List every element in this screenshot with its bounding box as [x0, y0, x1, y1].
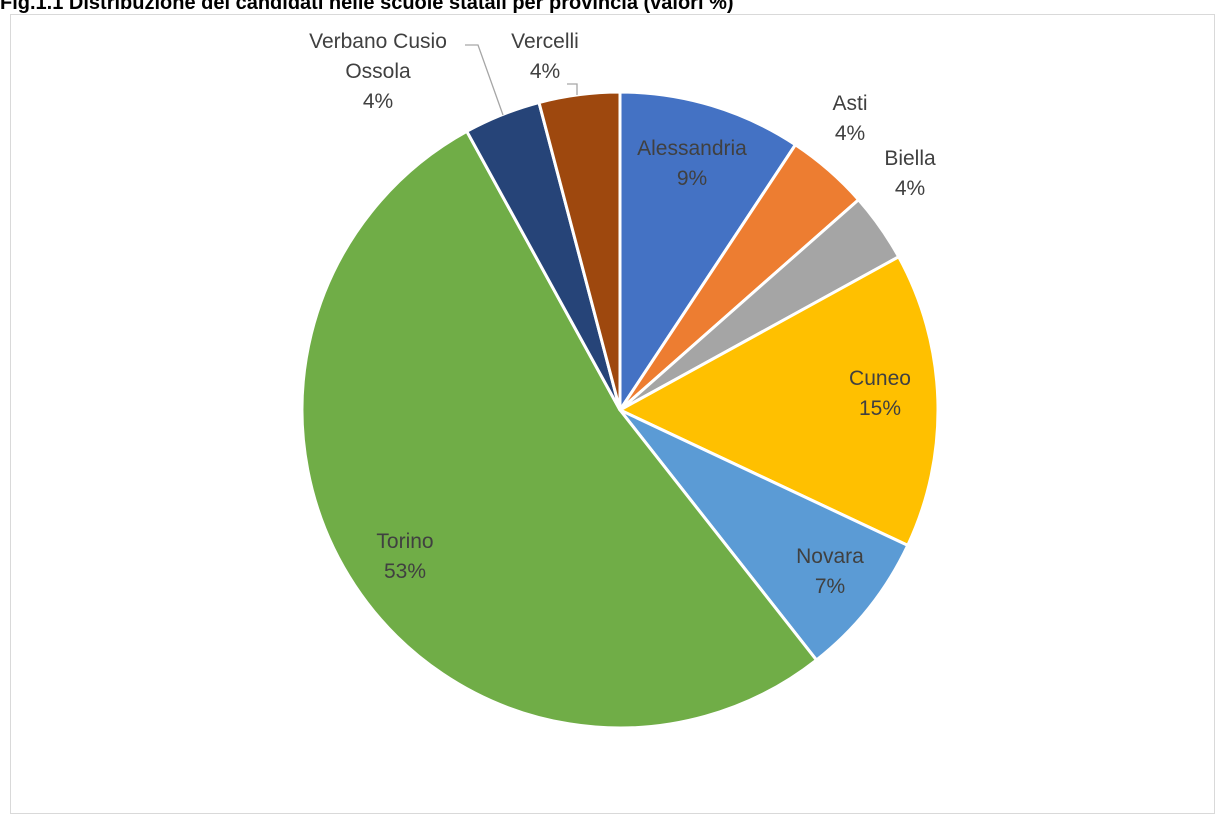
data-label-asti: Asti 4% — [832, 92, 867, 145]
data-label-novara: Novara 7% — [796, 545, 864, 598]
chart-title: Fig.1.1 Distribuzione dei candidati nell… — [0, 0, 734, 14]
pie-slice-vercelli — [537, 90, 622, 412]
data-label-alessandria: Alessandria 9% — [637, 137, 747, 190]
data-label-verbano-cusio-ossola: Verbano Cusio Ossola 4% — [309, 30, 447, 113]
pie-slice-alessandria — [618, 90, 797, 412]
leader-line-vercelli — [567, 83, 578, 95]
pie-slice-cuneo — [618, 255, 940, 547]
data-label-torino: Torino 53% — [376, 530, 433, 583]
leader-line-verbano-cusio-ossola — [465, 44, 504, 116]
data-label-cuneo: Cuneo 15% — [849, 367, 911, 420]
pie-slice-novara — [618, 408, 910, 662]
data-label-biella: Biella 4% — [884, 147, 936, 200]
pie-slice-torino — [300, 129, 818, 730]
data-label-vercelli: Vercelli 4% — [511, 30, 579, 83]
